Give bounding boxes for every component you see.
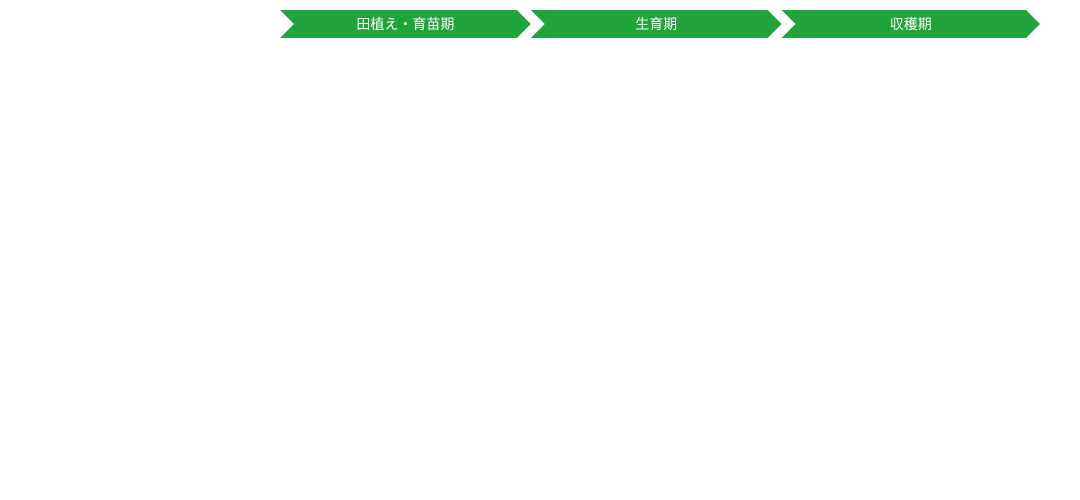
phase-label: 田植え・育苗期 bbox=[356, 16, 454, 32]
phase-label: 生育期 bbox=[635, 16, 677, 32]
phase-label: 収穫期 bbox=[890, 16, 932, 32]
awd-diagram: 田植え・育苗期 生育期 収穫期 bbox=[0, 0, 1080, 500]
